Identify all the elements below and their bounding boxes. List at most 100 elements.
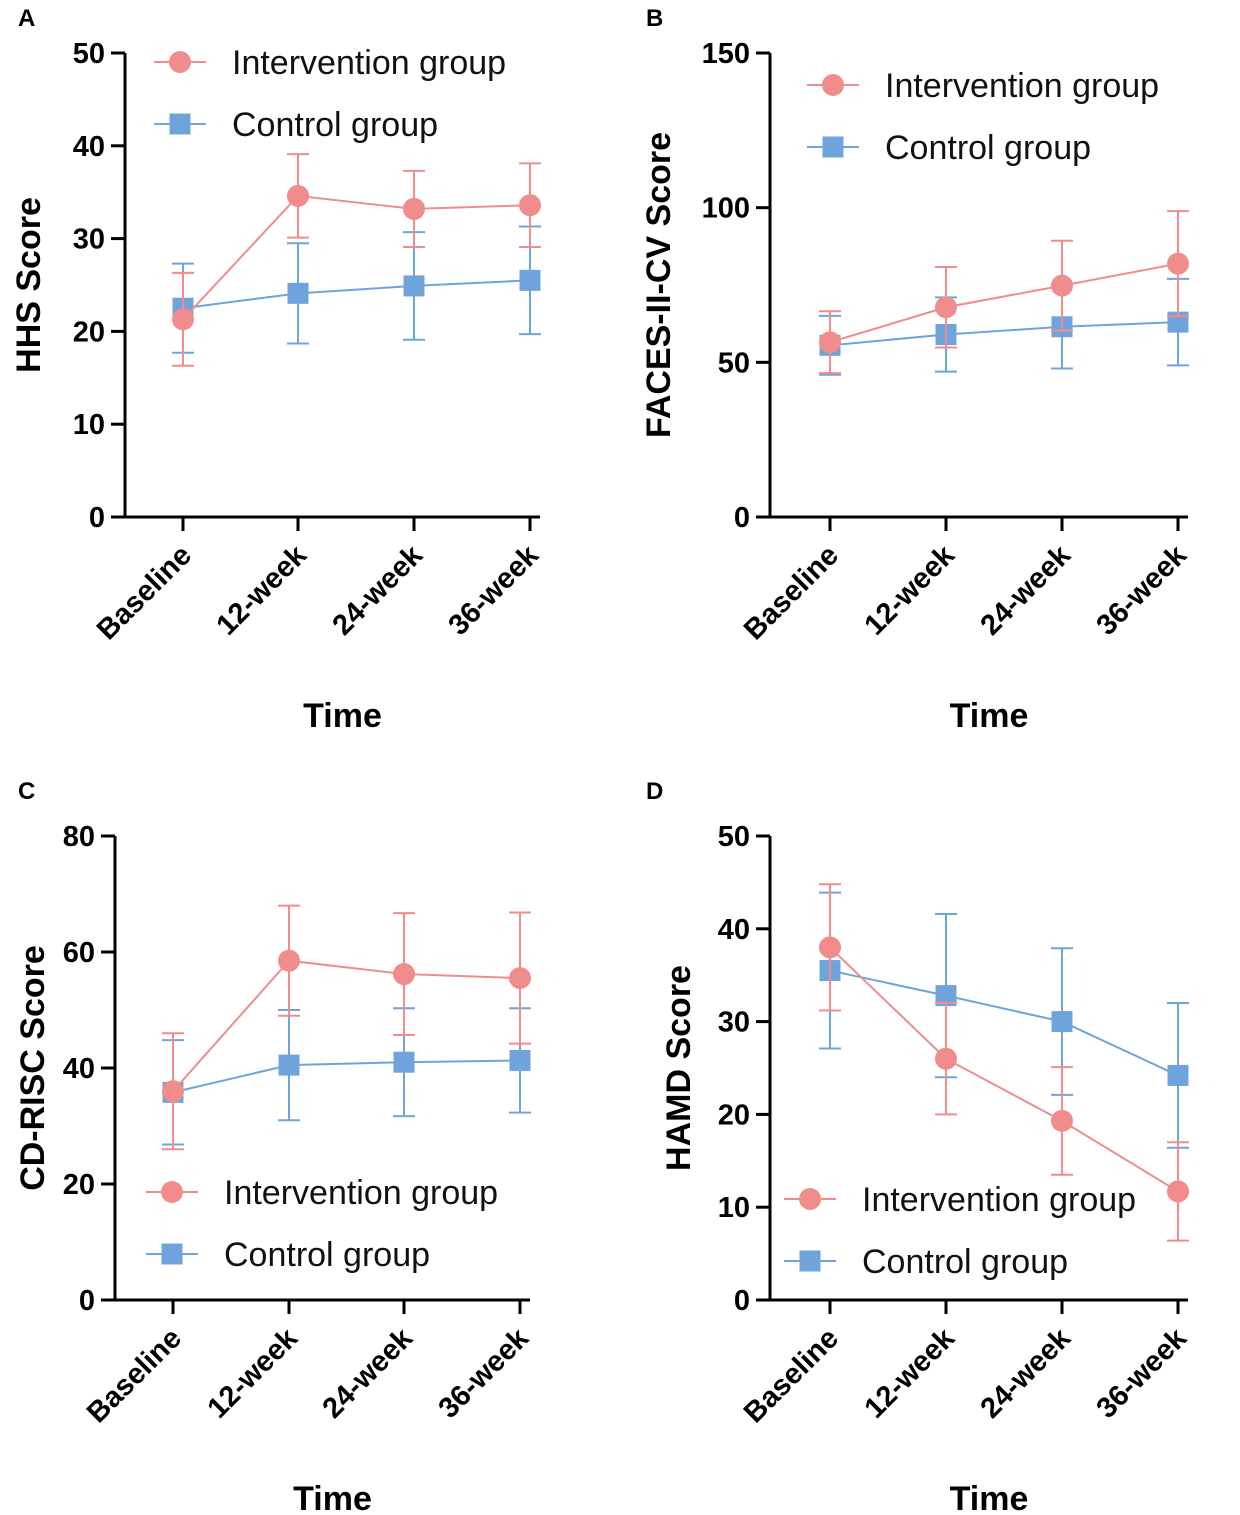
data-point xyxy=(935,985,957,1007)
legend-label: Control group xyxy=(885,129,1091,167)
y-tick-label: 0 xyxy=(79,1285,95,1317)
y-tick-label: 50 xyxy=(718,821,750,853)
series-line xyxy=(829,946,1179,1193)
y-tick-label: 10 xyxy=(73,409,105,441)
y-tick-label: 0 xyxy=(89,502,105,534)
series-intervention xyxy=(819,210,1189,375)
data-point xyxy=(1167,1064,1189,1086)
x-tick-label: 12-week xyxy=(859,1322,962,1425)
y-tick-label: 60 xyxy=(63,937,95,969)
data-point xyxy=(935,296,957,319)
y-tick-label: 50 xyxy=(718,347,750,379)
panel-label: D xyxy=(646,778,663,805)
x-tick-label: 36-week xyxy=(1091,1322,1194,1425)
data-point xyxy=(1051,274,1073,297)
legend-marker xyxy=(799,1188,821,1210)
legend-label: Intervention group xyxy=(862,1181,1136,1219)
y-tick-label: 10 xyxy=(718,1192,750,1224)
y-tick-label: 40 xyxy=(718,914,750,946)
y-tick-label: 20 xyxy=(63,1169,95,1201)
legend-label: Intervention group xyxy=(224,1174,498,1212)
series-line xyxy=(829,321,1179,347)
data-point xyxy=(287,282,309,304)
legend-label: Intervention group xyxy=(885,67,1159,105)
panel-label: B xyxy=(646,5,663,32)
legend: Intervention group Control group xyxy=(146,1174,498,1274)
data-point xyxy=(935,1047,957,1070)
series-control xyxy=(162,1007,531,1146)
chart-panel-c: C 0 20 40 60 80 Baseline 12-week 24-week 36-week T… xyxy=(14,778,536,1515)
data-point xyxy=(172,308,194,331)
series-intervention xyxy=(172,153,541,367)
x-tick-label: 12-week xyxy=(202,1322,305,1425)
x-tick-label: Baseline xyxy=(738,539,845,646)
x-tick-label: Baseline xyxy=(91,539,198,646)
y-tick-label: 80 xyxy=(63,821,95,853)
y-axis-label: HAMD Score xyxy=(660,965,698,1171)
data-point xyxy=(819,936,841,959)
panel-label: A xyxy=(18,5,35,32)
data-point xyxy=(1167,1180,1189,1203)
x-tick-label: 12-week xyxy=(859,539,962,642)
legend-marker xyxy=(799,1250,821,1272)
data-point xyxy=(403,275,425,297)
series-intervention xyxy=(162,904,531,1151)
x-tick-label: 12-week xyxy=(211,539,314,642)
data-point xyxy=(393,1051,415,1073)
x-tick-label: 36-week xyxy=(433,1322,536,1425)
legend: Intervention group Control group xyxy=(807,67,1159,167)
chart-panel-d: D 0 10 20 30 40 50 Baseline 12-week 24-week 36-wee… xyxy=(646,778,1194,1515)
x-tick-label: 24-week xyxy=(327,539,430,642)
y-tick-label: 20 xyxy=(73,316,105,348)
data-point xyxy=(509,967,531,990)
y-axis-label: FACES-II-CV Score xyxy=(640,132,678,438)
x-axis-label: Time xyxy=(303,697,382,735)
series-line xyxy=(182,279,531,310)
data-point xyxy=(1051,1011,1073,1033)
x-axis-label: Time xyxy=(950,1480,1029,1515)
y-tick-label: 40 xyxy=(63,1053,95,1085)
x-tick-label: 36-week xyxy=(443,539,546,642)
legend-marker xyxy=(822,74,844,96)
data-point xyxy=(403,197,425,220)
series-control xyxy=(819,891,1189,1149)
y-axis-label: CD-RISC Score xyxy=(14,945,52,1191)
y-tick-label: 50 xyxy=(73,38,105,70)
y-axis-label: HHS Score xyxy=(10,197,48,373)
x-axis-label: Time xyxy=(950,697,1029,735)
y-tick-label: 20 xyxy=(718,1099,750,1131)
series-line xyxy=(172,959,521,1092)
legend-marker xyxy=(169,51,191,73)
data-point xyxy=(519,269,541,291)
data-point xyxy=(509,1049,531,1071)
y-tick-label: 100 xyxy=(702,193,750,225)
legend-label: Intervention group xyxy=(232,44,506,82)
series-line xyxy=(829,262,1179,344)
series-line xyxy=(182,194,531,321)
data-point xyxy=(1167,252,1189,275)
x-tick-label: 36-week xyxy=(1091,539,1194,642)
data-point xyxy=(278,1054,300,1076)
y-tick-label: 150 xyxy=(702,38,750,70)
legend-label: Control group xyxy=(862,1243,1068,1281)
legend-marker xyxy=(161,1181,183,1203)
x-tick-label: Baseline xyxy=(738,1322,845,1429)
series-control xyxy=(819,277,1189,376)
legend-label: Control group xyxy=(224,1236,430,1274)
data-point xyxy=(278,949,300,972)
legend: Intervention group Control group xyxy=(154,44,506,144)
series-line xyxy=(829,969,1179,1077)
data-point xyxy=(819,331,841,354)
legend-marker xyxy=(169,113,191,135)
y-tick-label: 0 xyxy=(734,1285,750,1317)
x-tick-label: 24-week xyxy=(317,1322,420,1425)
data-point xyxy=(162,1080,184,1103)
y-tick-label: 40 xyxy=(73,131,105,163)
legend-label: Control group xyxy=(232,106,438,144)
y-tick-label: 0 xyxy=(734,502,750,534)
data-point xyxy=(1051,1109,1073,1132)
legend-marker xyxy=(822,136,844,158)
chart-panel-a: A 0 10 20 30 40 50 Baseline 12-week 24-week 36-wee… xyxy=(10,5,546,735)
chart-panel-b: B 0 50 100 150 Baseline 12-week 24-week 36-week T… xyxy=(640,5,1194,735)
